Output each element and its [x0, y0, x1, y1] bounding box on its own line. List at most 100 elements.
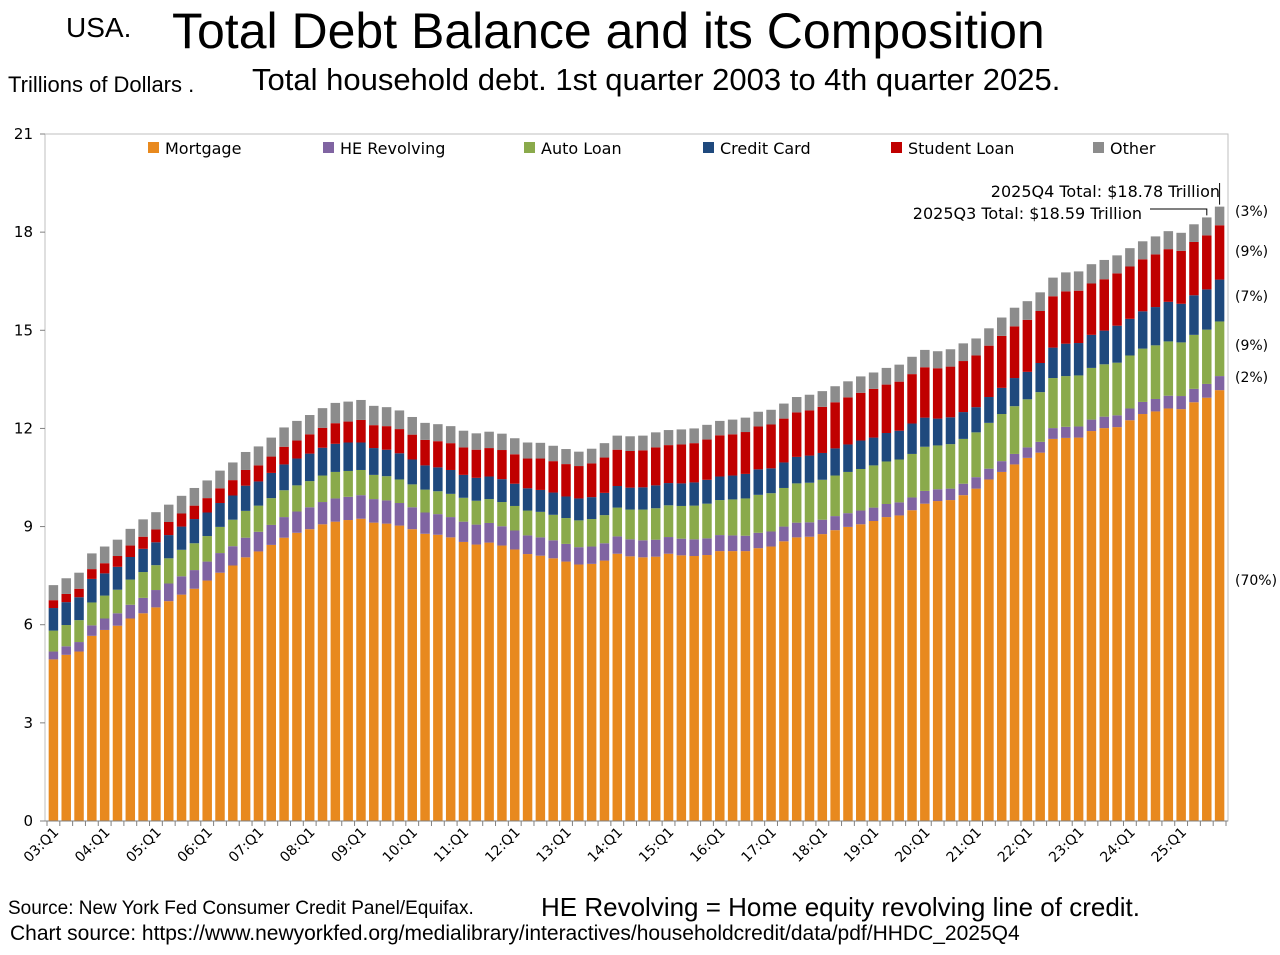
legend-swatch	[891, 142, 902, 153]
bar-auto-loan	[920, 446, 930, 491]
bar-he-revolving	[356, 495, 366, 519]
bar-auto-loan	[856, 468, 866, 511]
bar-other	[996, 317, 1007, 336]
bar-mortgage	[689, 556, 699, 821]
bar-he-revolving	[586, 546, 597, 564]
bar-student-loan	[215, 488, 225, 504]
bar-student-loan	[830, 402, 840, 449]
bar-mortgage	[189, 588, 200, 821]
bar-he-revolving	[164, 583, 174, 602]
bar-student-loan	[638, 450, 648, 488]
bar-auto-loan	[804, 482, 815, 523]
bar-he-revolving	[1035, 441, 1045, 453]
bar-credit-card	[1202, 289, 1212, 330]
bar-auto-loan	[830, 475, 840, 517]
bar-auto-loan	[753, 494, 763, 533]
bar-other	[625, 436, 635, 451]
bar-he-revolving	[907, 497, 917, 511]
bar-he-revolving	[830, 516, 840, 531]
x-tick-label: 14:Q1	[585, 825, 626, 866]
bar-credit-card	[112, 566, 123, 590]
bar-other	[420, 422, 430, 440]
bar-auto-loan	[176, 549, 187, 577]
bar-other	[215, 470, 225, 489]
bar-student-loan	[369, 425, 379, 449]
bar-auto-loan	[304, 481, 315, 508]
bar-he-revolving	[868, 507, 879, 522]
y-tick-label: 12	[14, 419, 33, 437]
q3-total-annotation: 2025Q3 Total: $18.59 Trillion	[913, 204, 1142, 223]
bar-he-revolving	[856, 510, 866, 525]
bar-mortgage	[87, 635, 97, 821]
units-label: Trillions of Dollars .	[8, 72, 194, 98]
bar-mortgage	[151, 607, 161, 821]
bar-other	[881, 367, 892, 385]
bar-student-loan	[599, 457, 610, 493]
bar-auto-loan	[689, 505, 699, 540]
bar-credit-card	[1035, 363, 1045, 393]
bar-student-loan	[138, 536, 148, 549]
bar-other	[381, 407, 392, 427]
bar-mortgage	[753, 548, 763, 821]
bar-student-loan	[535, 458, 546, 490]
x-tick-label: 25:Q1	[1149, 825, 1190, 866]
bar-credit-card	[753, 469, 763, 495]
bar-he-revolving	[663, 537, 674, 554]
bar-student-loan	[561, 464, 571, 497]
x-tick-label: 03:Q1	[21, 825, 62, 866]
bar-mortgage	[304, 529, 315, 821]
bar-student-loan	[445, 443, 456, 470]
bar-credit-card	[715, 476, 725, 501]
bar-mortgage	[804, 536, 815, 821]
bar-mortgage	[1137, 414, 1148, 821]
bar-student-loan	[112, 556, 123, 567]
bar-mortgage	[561, 561, 571, 821]
bar-auto-loan	[1009, 406, 1020, 454]
bar-other	[817, 391, 828, 407]
bar-mortgage	[881, 517, 892, 821]
bar-student-loan	[740, 432, 751, 474]
bar-credit-card	[369, 448, 379, 475]
share-label-credit-card: (7%)	[1235, 289, 1268, 305]
bar-student-loan	[151, 529, 161, 543]
x-tick-label: 22:Q1	[995, 825, 1036, 866]
bar-student-loan	[894, 381, 904, 431]
x-tick-label: 11:Q1	[431, 825, 472, 866]
bar-he-revolving	[1137, 401, 1148, 415]
bar-credit-card	[99, 573, 110, 596]
bar-mortgage	[1125, 420, 1135, 821]
bar-mortgage	[228, 565, 238, 821]
bar-credit-card	[407, 459, 417, 485]
bar-other	[48, 585, 59, 601]
bar-he-revolving	[702, 538, 712, 556]
bar-auto-loan	[356, 469, 366, 496]
bar-student-loan	[868, 388, 879, 438]
bar-student-loan	[996, 335, 1007, 388]
bar-auto-loan	[87, 602, 97, 626]
bar-student-loan	[61, 593, 71, 603]
bar-credit-card	[394, 453, 405, 480]
bar-mortgage	[1035, 452, 1045, 821]
bar-credit-card	[817, 452, 828, 480]
bar-student-loan	[612, 449, 623, 486]
bar-student-loan	[907, 374, 917, 424]
bar-he-revolving	[1048, 428, 1058, 439]
bar-mortgage	[843, 526, 853, 821]
bar-student-loan	[471, 449, 482, 478]
bar-he-revolving	[1176, 396, 1186, 410]
bar-auto-loan	[791, 483, 802, 523]
bar-other	[804, 394, 815, 411]
bar-auto-loan	[215, 526, 225, 554]
x-tick-label: 21:Q1	[944, 825, 985, 866]
bar-auto-loan	[984, 422, 994, 469]
bar-he-revolving	[125, 604, 136, 619]
bar-other	[510, 438, 520, 455]
bar-student-loan	[407, 434, 417, 460]
bar-he-revolving	[1214, 376, 1225, 391]
bar-other	[471, 433, 482, 450]
y-tick-label: 9	[23, 518, 33, 536]
he-revolving-note: HE Revolving = Home equity revolving lin…	[541, 892, 1141, 922]
bar-credit-card	[868, 437, 879, 466]
bar-student-loan	[945, 366, 956, 418]
bar-credit-card	[215, 503, 225, 527]
